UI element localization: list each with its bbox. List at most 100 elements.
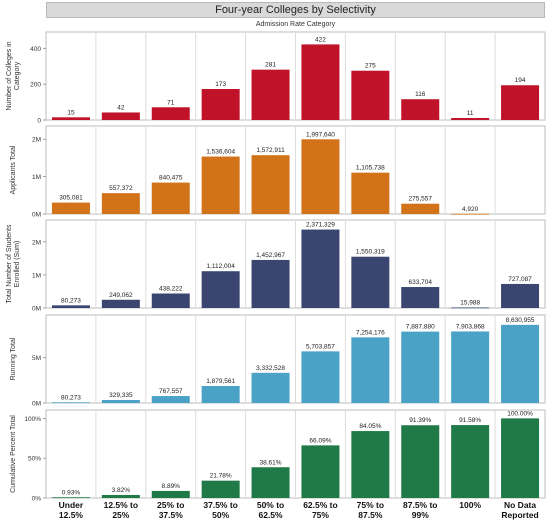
bar <box>251 69 290 120</box>
bar <box>451 307 490 309</box>
x-category-label: 50% <box>212 510 229 520</box>
data-label: 727,087 <box>508 276 532 283</box>
bar <box>51 305 90 308</box>
y-tick-label: 100% <box>24 416 41 423</box>
y-tick-label: 50% <box>28 456 41 463</box>
data-label: 0.93% <box>62 489 81 496</box>
y-tick-label: 400 <box>30 46 41 53</box>
x-category-label: 87.5% to <box>403 500 438 510</box>
bar <box>251 467 290 498</box>
bar <box>451 425 490 498</box>
data-label: 7,903,868 <box>456 323 485 330</box>
data-label: 275,557 <box>409 196 433 203</box>
data-label: 194 <box>515 77 526 84</box>
data-label: 305,081 <box>59 195 83 202</box>
data-label: 2,371,329 <box>306 222 335 229</box>
bar <box>201 89 240 120</box>
chart-title: Four-year Colleges by Selectivity <box>46 2 545 18</box>
y-axis-title: Cumulative Percent Total <box>10 415 17 493</box>
data-label: 633,704 <box>409 279 433 286</box>
x-category-label: 62.5% <box>258 510 283 520</box>
x-category-label: Under <box>59 500 84 510</box>
bar <box>51 117 90 120</box>
bar <box>201 156 240 214</box>
data-label: 11 <box>467 110 474 117</box>
data-label: 66.09% <box>309 437 331 444</box>
data-label: 173 <box>215 81 226 88</box>
bar <box>151 490 190 498</box>
data-label: 329,335 <box>109 392 133 399</box>
x-category-label: 12.5% <box>59 510 84 520</box>
data-label: 8.89% <box>162 483 181 490</box>
bar <box>101 193 140 214</box>
bar <box>451 331 490 403</box>
bar <box>401 425 440 498</box>
data-label: 71 <box>167 99 175 106</box>
data-label: 91.39% <box>409 417 431 424</box>
y-tick-label: 0M <box>32 306 41 313</box>
bar <box>401 287 440 308</box>
data-label: 422 <box>315 36 326 43</box>
y-axis-title: Total Number of Students <box>6 224 13 303</box>
bar <box>401 203 440 214</box>
x-category-label: 100% <box>459 500 481 510</box>
x-category-label: No Data <box>504 500 536 510</box>
bar <box>501 283 540 308</box>
bar <box>401 331 440 403</box>
y-axis-title: Category <box>14 61 21 90</box>
bar <box>201 480 240 498</box>
y-tick-label: 0% <box>32 496 42 503</box>
bar <box>101 400 140 403</box>
bar <box>351 256 390 308</box>
data-label: 1,550,319 <box>356 249 385 256</box>
bar <box>251 372 290 403</box>
y-tick-label: 1M <box>32 174 41 181</box>
y-tick-label: 0 <box>37 118 41 125</box>
data-label: 21.78% <box>210 473 232 480</box>
bar <box>151 182 190 214</box>
y-tick-label: 0M <box>32 401 41 408</box>
bar <box>351 172 390 214</box>
bar <box>401 99 440 120</box>
bar <box>451 118 490 120</box>
data-label: 3,332,528 <box>256 365 285 372</box>
data-label: 80,273 <box>61 394 81 401</box>
bar <box>201 271 240 308</box>
x-category-label: 99% <box>412 510 429 520</box>
x-category-label: 25% to <box>157 500 184 510</box>
chart-subtitle: Admission Rate Category <box>255 21 336 28</box>
data-label: 38.61% <box>260 459 282 466</box>
data-label: 557,372 <box>109 185 133 192</box>
x-category-label: 87.5% <box>358 510 383 520</box>
bar <box>51 402 90 404</box>
x-category-label: 75% to <box>357 500 384 510</box>
bar <box>301 44 340 121</box>
bar <box>301 229 340 308</box>
data-label: 767,557 <box>159 388 183 395</box>
data-label: 1,112,004 <box>206 263 235 270</box>
y-axis-title: Number of Colleges in <box>6 41 13 110</box>
bar <box>351 70 390 120</box>
data-label: 91.58% <box>459 417 481 424</box>
data-label: 249,062 <box>109 292 133 299</box>
bar <box>301 445 340 498</box>
x-category-label: 12.5% to <box>104 500 139 510</box>
bar <box>151 396 190 403</box>
bar <box>201 385 240 403</box>
x-category-label: 37.5% <box>159 510 184 520</box>
data-label: 84.05% <box>359 423 381 430</box>
bar <box>251 259 290 308</box>
data-label: 1,105,738 <box>356 165 385 172</box>
data-label: 1,997,640 <box>306 131 335 138</box>
data-label: 275 <box>365 63 376 70</box>
data-label: 1,452,967 <box>256 252 285 259</box>
data-label: 840,475 <box>159 175 183 182</box>
bar <box>301 139 340 214</box>
y-tick-label: 200 <box>30 82 41 89</box>
bar <box>51 497 90 499</box>
x-category-label: 37.5% to <box>203 500 238 510</box>
y-tick-label: 2M <box>32 137 41 144</box>
data-label: 1,536,604 <box>206 149 235 156</box>
data-label: 116 <box>415 91 426 98</box>
